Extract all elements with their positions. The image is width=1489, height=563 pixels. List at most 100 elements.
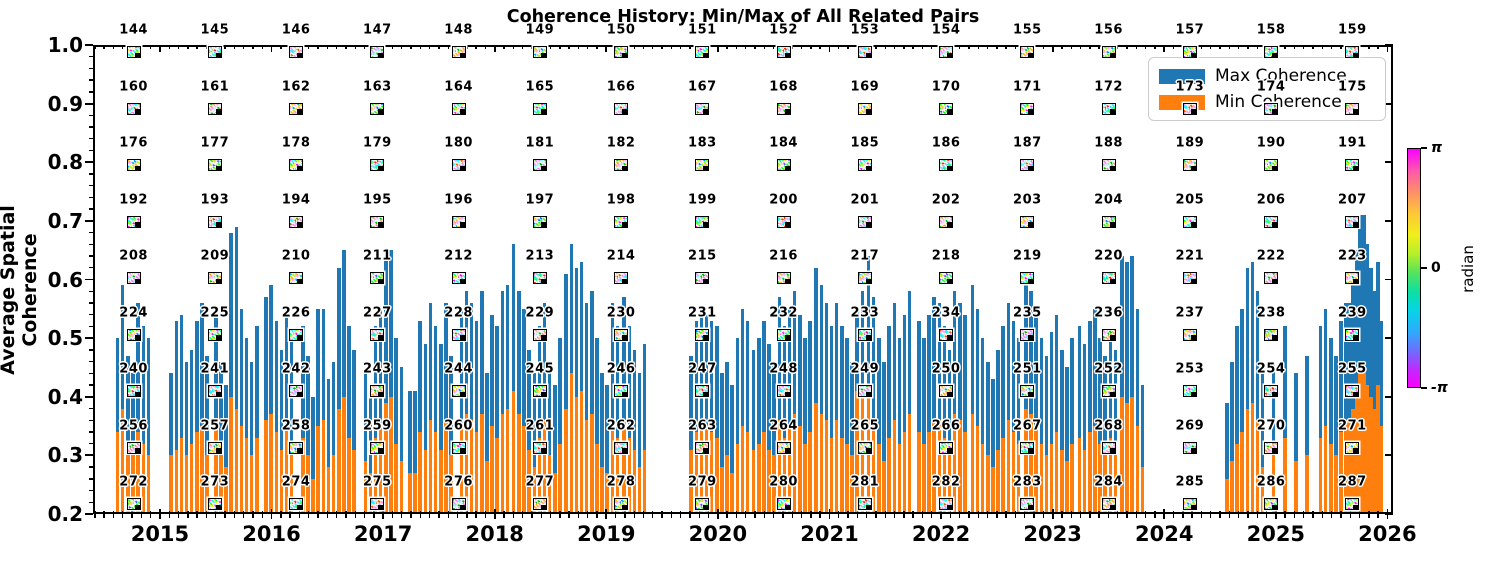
pair-thumbnail-corner bbox=[459, 504, 465, 509]
x-minor-tick-bottom bbox=[1079, 510, 1082, 518]
x-minor-tick-bottom bbox=[298, 510, 301, 518]
pair-thumbnail bbox=[939, 328, 954, 341]
pair-number: 169 bbox=[850, 79, 880, 94]
pair-number: 234 bbox=[931, 305, 961, 320]
max-coherence-bar bbox=[301, 326, 305, 514]
min-coherence-bar bbox=[517, 414, 521, 514]
x-minor-tick-top bbox=[428, 45, 431, 49]
min-coherence-bar bbox=[136, 431, 140, 514]
min-coherence-bar bbox=[814, 402, 818, 514]
x-tick-label: 2024 bbox=[1135, 522, 1194, 546]
pair-thumbnail-corner bbox=[1272, 504, 1278, 509]
pair-thumbnail bbox=[207, 215, 222, 228]
pair-number: 166 bbox=[606, 79, 636, 94]
max-coherence-bar bbox=[595, 338, 599, 514]
x-minor-tick-top bbox=[689, 45, 691, 49]
x-minor-tick-top bbox=[1135, 45, 1138, 49]
pair-thumbnail bbox=[857, 46, 872, 58]
pair-thumbnail bbox=[695, 385, 710, 397]
pair-number: 163 bbox=[363, 79, 392, 94]
pair-number: 150 bbox=[606, 22, 636, 38]
y-major-tick-right bbox=[1385, 219, 1393, 222]
pair-thumbnail bbox=[1264, 328, 1279, 341]
pair-thumbnail-corner bbox=[703, 448, 709, 453]
max-coherence-bar bbox=[1006, 302, 1010, 514]
pair-thumbnail-corner bbox=[784, 109, 790, 114]
max-coherence-bar bbox=[975, 308, 980, 514]
min-coherence-bar bbox=[958, 420, 962, 514]
min-coherence-bar bbox=[264, 420, 268, 514]
pair-number: 238 bbox=[1256, 305, 1286, 320]
x-minor-tick-top bbox=[103, 45, 105, 49]
pair-thumbnail bbox=[1182, 159, 1197, 171]
y-tick-label: 0.2 bbox=[47, 502, 83, 526]
pair-thumbnail-corner bbox=[134, 165, 140, 170]
pair-thumbnail bbox=[289, 441, 304, 454]
pair-thumbnail bbox=[1101, 46, 1116, 58]
x-minor-tick-top bbox=[559, 45, 561, 49]
pair-thumbnail bbox=[614, 272, 629, 284]
pair-thumbnail bbox=[1101, 328, 1116, 341]
max-coherence-bar bbox=[922, 338, 926, 514]
x-minor-tick-top bbox=[466, 45, 468, 49]
y-minor-tick-left bbox=[88, 290, 93, 292]
max-coherence-bar bbox=[850, 361, 854, 514]
pair-thumbnail bbox=[370, 46, 385, 58]
x-minor-tick-top bbox=[968, 45, 970, 49]
y-minor-tick-left bbox=[88, 466, 93, 468]
pair-thumbnail-corner bbox=[297, 335, 303, 340]
min-coherence-bar bbox=[480, 414, 484, 514]
pair-number: 181 bbox=[525, 135, 555, 151]
min-coherence-bar bbox=[399, 461, 403, 514]
x-minor-tick-top bbox=[754, 45, 756, 49]
min-coherence-bar bbox=[1098, 443, 1102, 514]
colorbar bbox=[1407, 148, 1421, 388]
chart-title: Coherence History: Min/Max of All Relate… bbox=[506, 7, 980, 27]
y-minor-tick-left bbox=[88, 255, 93, 257]
max-coherence-bar bbox=[1225, 402, 1229, 514]
min-coherence-bar bbox=[1120, 396, 1124, 515]
min-coherence-bar bbox=[932, 420, 936, 514]
min-coherence-bar bbox=[331, 455, 336, 514]
pair-thumbnail bbox=[532, 159, 547, 171]
pair-number: 254 bbox=[1256, 361, 1286, 377]
max-coherence-bar bbox=[963, 314, 967, 514]
x-minor-tick-top bbox=[122, 45, 124, 49]
x-minor-tick-bottom bbox=[187, 510, 189, 518]
pair-number: 161 bbox=[200, 79, 230, 94]
max-coherence-bar bbox=[1329, 338, 1333, 514]
pair-thumbnail bbox=[289, 385, 304, 397]
pair-thumbnail-corner bbox=[865, 165, 871, 170]
min-coherence-bar bbox=[389, 396, 393, 515]
max-coherence-bar bbox=[751, 349, 756, 514]
x-minor-tick-top bbox=[475, 45, 477, 49]
min-coherence-bar bbox=[772, 455, 776, 514]
min-coherence-bar bbox=[1006, 420, 1010, 514]
min-coherence-bar bbox=[1070, 443, 1074, 514]
legend-entry-min: Min Coherence bbox=[1159, 92, 1375, 112]
x-minor-tick-bottom bbox=[1126, 510, 1128, 518]
y-major-tick-right bbox=[1385, 44, 1393, 46]
max-coherence-bar bbox=[542, 302, 547, 514]
x-minor-tick-top bbox=[1219, 45, 1221, 49]
x-minor-tick-bottom bbox=[354, 510, 356, 518]
min-coherence-bar bbox=[1260, 467, 1265, 514]
pair-thumbnail bbox=[1264, 215, 1279, 228]
x-minor-tick-top bbox=[1079, 45, 1082, 49]
x-minor-tick-bottom bbox=[633, 510, 635, 518]
pair-thumbnail bbox=[289, 272, 304, 284]
pair-thumbnail bbox=[857, 159, 872, 171]
max-coherence-bar bbox=[500, 291, 505, 514]
min-coherence-bar bbox=[590, 414, 594, 514]
x-minor-tick-bottom bbox=[893, 510, 896, 518]
x-minor-tick-top bbox=[912, 45, 914, 49]
max-coherence-bar bbox=[808, 320, 812, 514]
legend-label-min: Min Coherence bbox=[1215, 92, 1342, 112]
max-coherence-bar bbox=[1070, 338, 1074, 514]
pair-number: 151 bbox=[688, 22, 717, 38]
max-coherence-bar bbox=[1271, 361, 1276, 514]
x-minor-tick-bottom bbox=[1293, 510, 1296, 518]
x-minor-tick-top bbox=[1321, 45, 1324, 49]
min-coherence-bar bbox=[767, 449, 771, 514]
x-minor-tick-bottom bbox=[1330, 510, 1333, 518]
